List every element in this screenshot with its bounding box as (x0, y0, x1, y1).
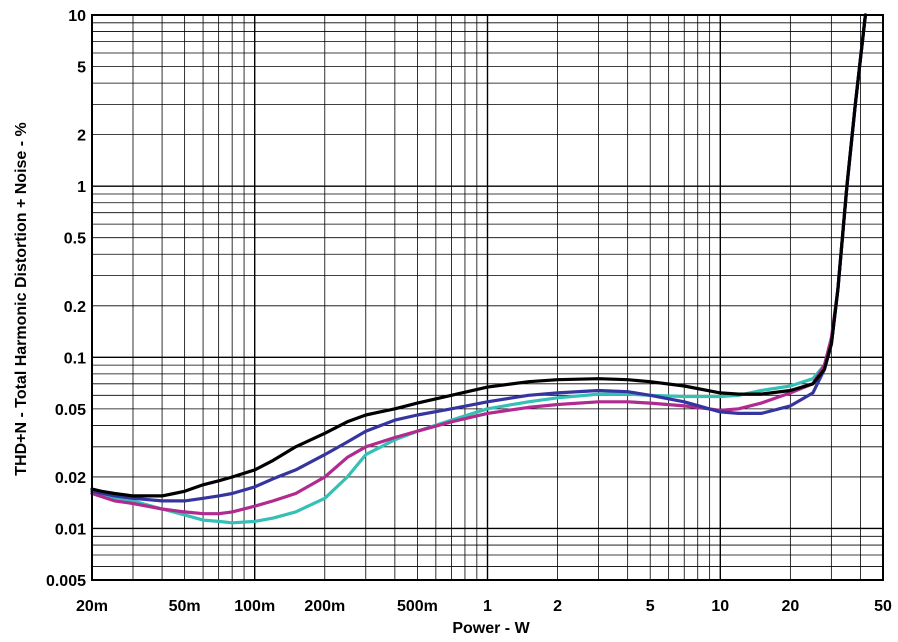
x-tick-label: 1 (483, 598, 492, 615)
y-tick-label: 0.2 (64, 299, 86, 316)
x-tick-label: 20m (76, 598, 108, 615)
x-tick-label: 10 (711, 598, 729, 615)
y-tick-label: 5 (77, 60, 86, 77)
x-tick-label: 50 (874, 598, 892, 615)
y-tick-label: 0.02 (55, 470, 86, 487)
series-line-4 (90, 13, 868, 525)
series-layer (90, 13, 868, 525)
x-tick-label: 100m (234, 598, 275, 615)
x-tick-label: 50m (169, 598, 201, 615)
x-tick-label: 5 (646, 598, 655, 615)
x-tick-label: 2 (553, 598, 562, 615)
y-tick-label: 0.01 (55, 521, 86, 538)
y-tick-label: 10 (68, 8, 86, 25)
series-line-2 (90, 13, 868, 503)
y-tick-label: 0.05 (55, 402, 86, 419)
y-tick-label: 1 (77, 179, 86, 196)
y-axis-title: THD+N - Total Harmonic Distortion + Nois… (13, 122, 30, 476)
y-tick-label: 2 (77, 128, 86, 145)
y-tick-label: 0.005 (46, 573, 86, 590)
x-tick-labels: 20m 50m 100m 200m 500m 1 2 5 10 20 50 (76, 598, 892, 615)
y-tick-label: 0.1 (64, 350, 86, 367)
x-tick-label: 200m (304, 598, 345, 615)
x-tick-label: 500m (397, 598, 438, 615)
x-axis-title: Power - W (452, 620, 530, 637)
x-tick-label: 20 (781, 598, 799, 615)
y-tick-label: 0.5 (64, 231, 86, 248)
y-tick-labels: 0.005 0.01 0.02 0.05 0.1 0.2 0.5 1 2 5 10 (46, 8, 86, 590)
plot-frame (91, 14, 884, 581)
series-line-1 (90, 13, 868, 498)
